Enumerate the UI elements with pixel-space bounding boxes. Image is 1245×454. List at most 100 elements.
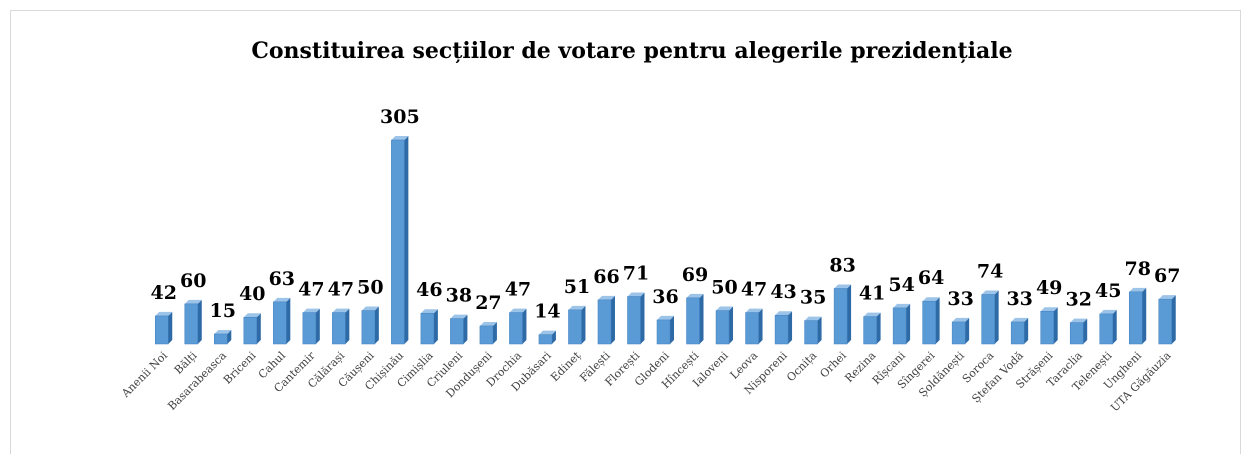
bar-side	[729, 306, 734, 344]
bar-top	[657, 315, 674, 320]
value-label: 54	[888, 274, 914, 296]
bar-top	[952, 317, 970, 322]
bar	[568, 309, 582, 345]
bar-top	[538, 330, 556, 335]
value-label: 64	[918, 267, 944, 289]
bar	[1069, 322, 1084, 345]
bar-top	[450, 314, 468, 319]
bar-top	[893, 303, 911, 308]
bar-side	[699, 293, 704, 344]
bar	[656, 319, 671, 345]
value-label: 35	[800, 287, 826, 309]
value-label: 74	[977, 261, 1003, 283]
value-label: 27	[475, 292, 501, 314]
bar	[833, 288, 848, 345]
bar-side	[168, 311, 173, 344]
bar	[951, 321, 966, 345]
bar-side	[935, 297, 940, 344]
bar-top	[391, 136, 409, 140]
bar-side	[906, 303, 911, 344]
bar-side	[551, 330, 556, 344]
value-label: 305	[380, 106, 420, 128]
bar	[538, 334, 553, 345]
value-label: 40	[239, 283, 265, 305]
bar-side	[197, 299, 202, 344]
bar	[450, 318, 464, 345]
bar-side	[345, 308, 350, 344]
bar-top	[155, 311, 173, 316]
bar	[1099, 313, 1113, 345]
bar-top	[597, 295, 615, 300]
bar-side	[286, 297, 291, 344]
value-label: 71	[623, 263, 649, 285]
bar-top	[243, 313, 261, 318]
bar-side	[227, 329, 232, 344]
value-label: 69	[682, 264, 708, 286]
bar-top	[922, 297, 940, 302]
bar	[391, 139, 405, 345]
value-label: 83	[829, 254, 855, 276]
bar-side	[522, 308, 527, 344]
bar-top	[1158, 295, 1176, 300]
value-label: 33	[947, 288, 973, 310]
bar-side	[640, 292, 645, 344]
bar-top	[863, 312, 881, 317]
value-label: 36	[652, 286, 678, 308]
bar-top	[332, 308, 350, 313]
bar	[155, 315, 169, 345]
bar-side	[463, 314, 468, 344]
bar	[863, 316, 877, 345]
value-label: 15	[210, 300, 236, 322]
bar	[774, 314, 789, 345]
bar-side	[994, 290, 999, 344]
chart-title: Constituirea secțiilor de votare pentru …	[251, 38, 1012, 64]
bar-top	[361, 306, 379, 311]
bar-side	[758, 308, 763, 344]
bar-side	[433, 309, 438, 344]
bar-side	[788, 311, 793, 344]
value-label: 78	[1125, 258, 1151, 280]
bar-side	[1142, 287, 1147, 344]
bar-top	[804, 316, 822, 321]
bar	[273, 301, 287, 345]
bar-top	[479, 321, 497, 326]
value-label: 47	[298, 279, 324, 301]
bar	[715, 310, 730, 345]
bar-top	[981, 290, 999, 295]
bar-side	[670, 315, 674, 344]
bar-side	[492, 321, 497, 344]
bar	[1158, 298, 1172, 345]
bar	[804, 320, 818, 345]
bar-side	[610, 295, 615, 344]
bar	[184, 303, 199, 345]
bar	[745, 312, 759, 345]
bar-side	[1112, 309, 1117, 344]
value-label: 63	[269, 268, 295, 290]
bar	[981, 294, 995, 345]
bar-top	[834, 284, 852, 289]
bar-top	[273, 297, 291, 302]
bar-side	[1024, 317, 1029, 344]
bar-side	[374, 306, 379, 344]
value-label: 60	[180, 270, 206, 292]
bar	[479, 325, 494, 345]
value-label: 47	[505, 279, 531, 301]
bar	[243, 316, 258, 345]
value-label: 67	[1154, 265, 1180, 287]
bar-side	[817, 316, 822, 344]
bar	[214, 333, 228, 345]
bar-side	[1053, 307, 1058, 344]
bar	[892, 307, 907, 345]
bar-side	[315, 308, 320, 344]
value-label: 51	[564, 276, 590, 298]
value-label: 32	[1065, 289, 1091, 311]
bar-top	[420, 309, 438, 314]
bar-top	[775, 311, 793, 316]
value-label: 49	[1036, 277, 1062, 299]
chart-border	[10, 10, 1241, 454]
value-label: 42	[151, 282, 177, 304]
value-label: 50	[711, 277, 737, 299]
bar	[1010, 321, 1025, 345]
bar	[1040, 310, 1054, 345]
